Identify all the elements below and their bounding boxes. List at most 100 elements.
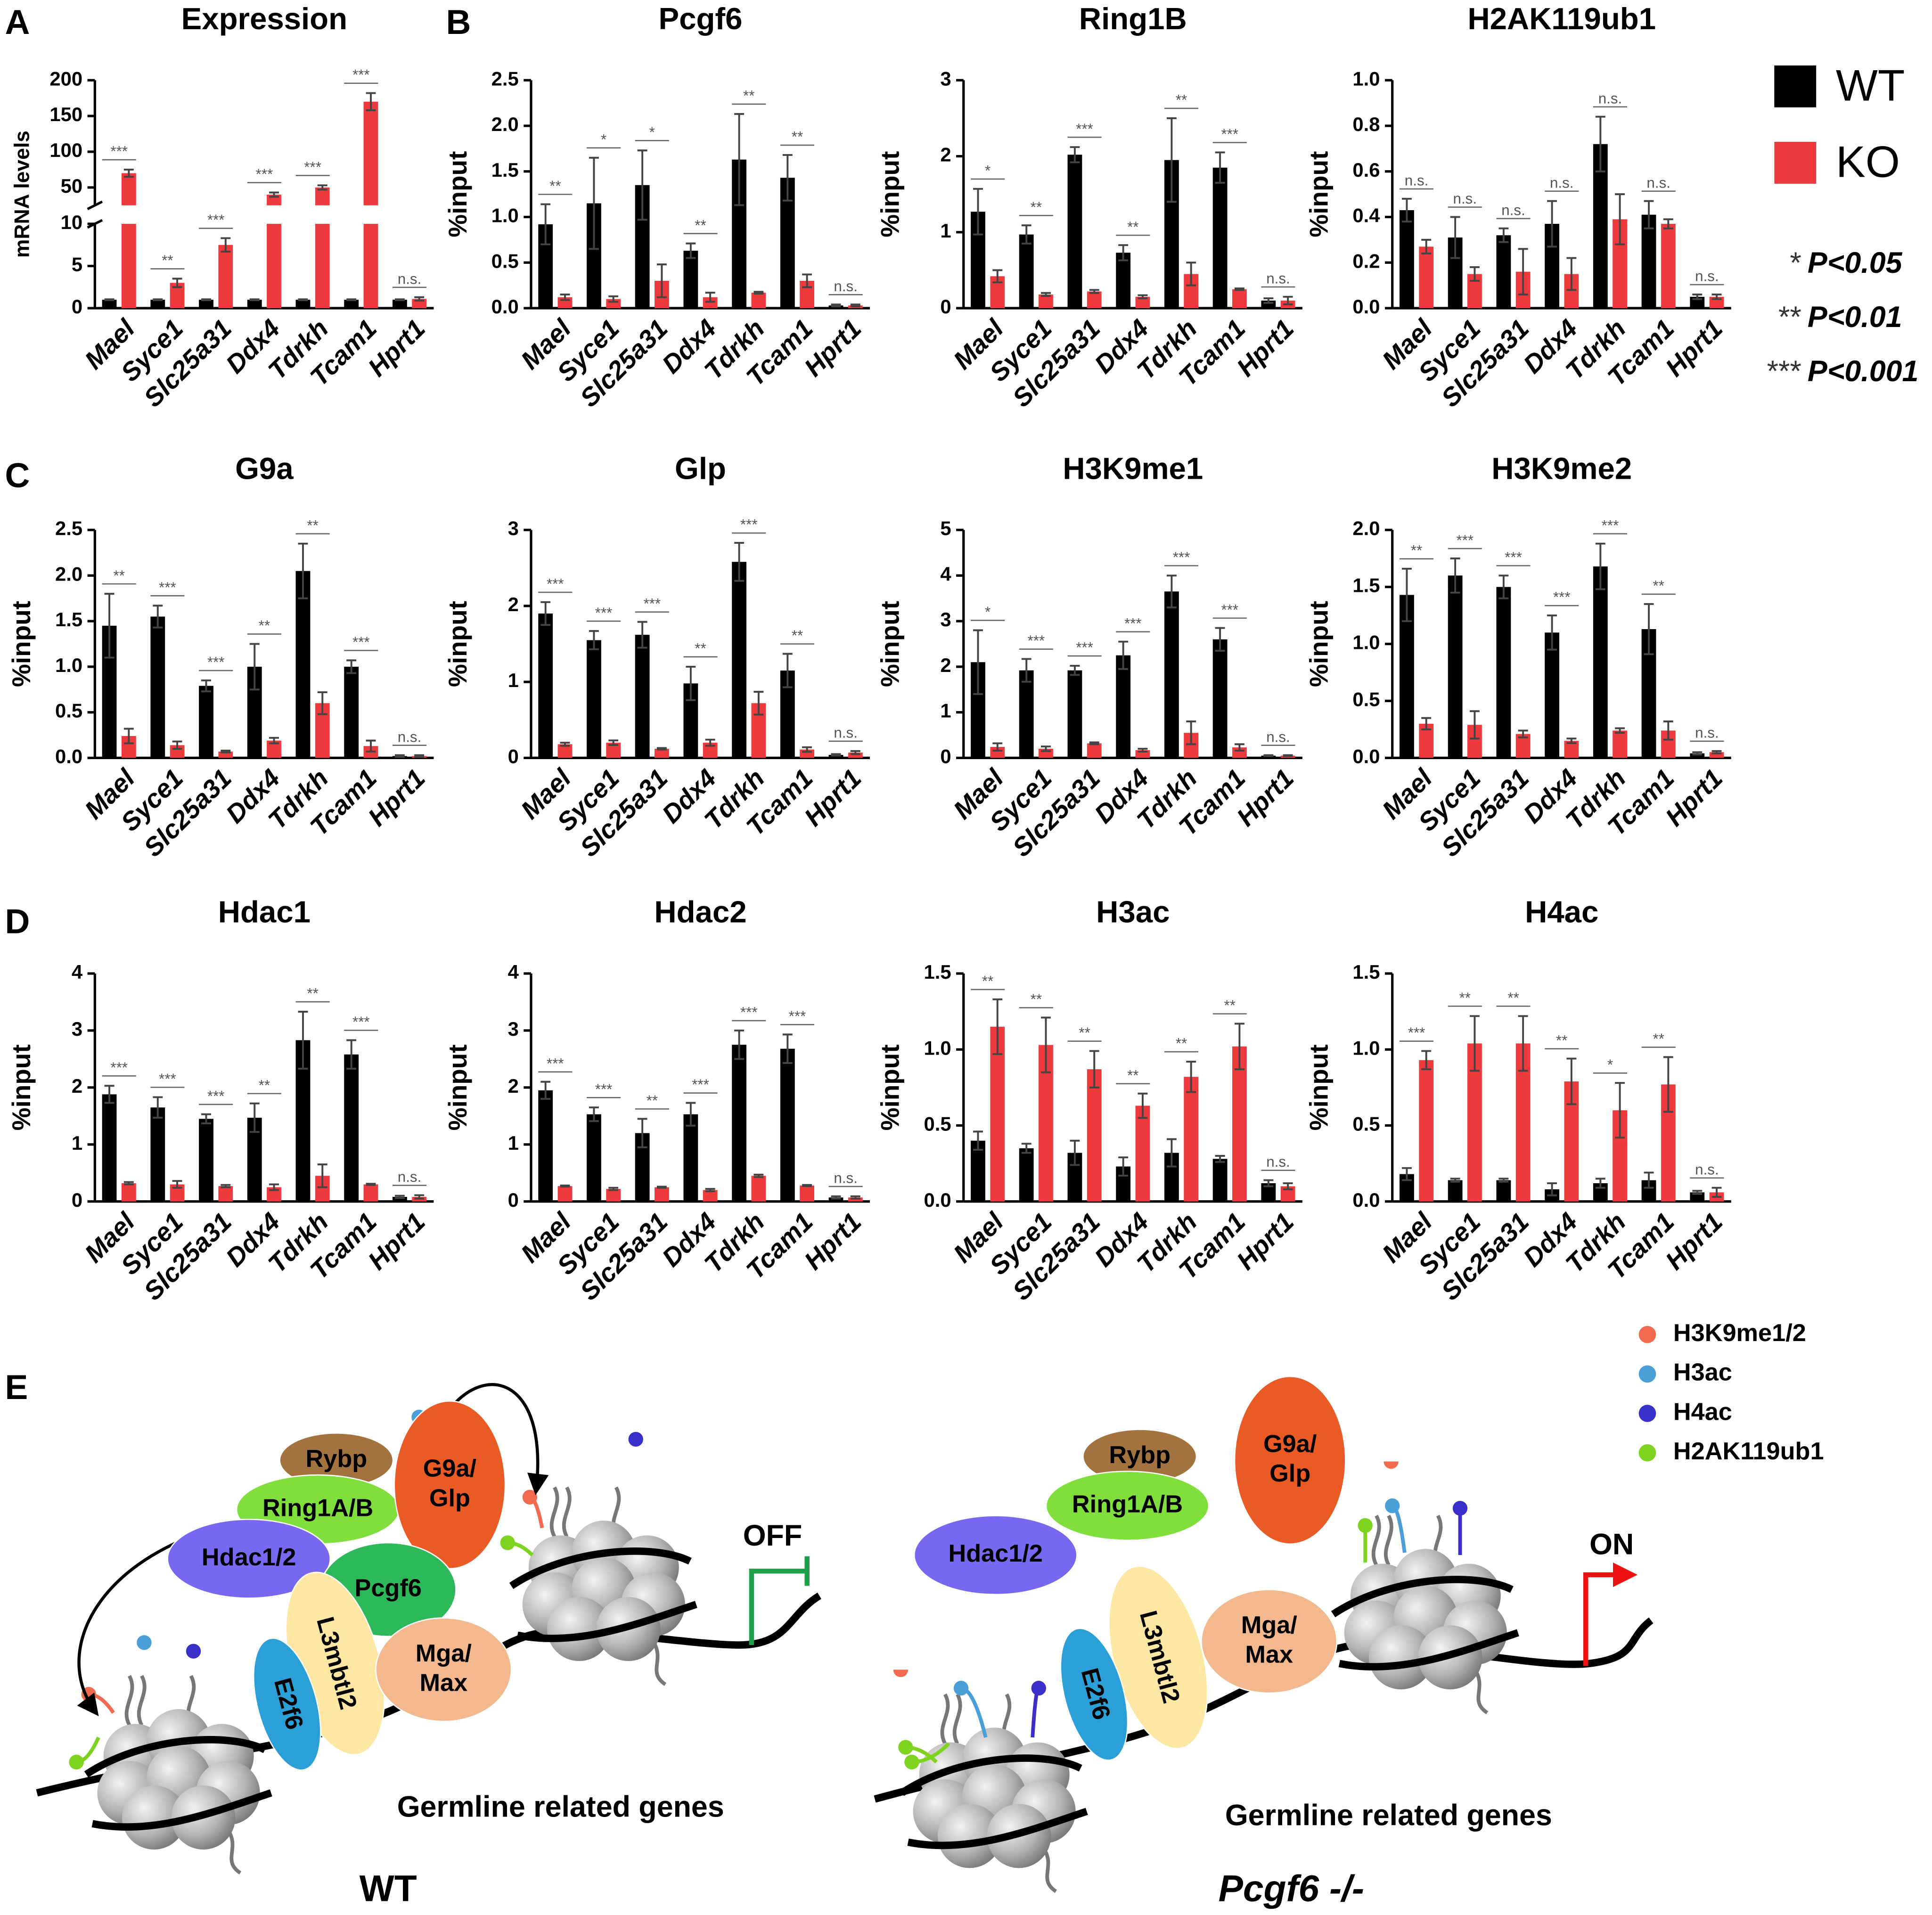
- histone: [1369, 1625, 1433, 1690]
- significance-label: n.s.: [1266, 1154, 1290, 1170]
- chart-title: Hdac2: [654, 895, 746, 929]
- significance-label: ***: [1408, 1024, 1425, 1041]
- bar: [1232, 1046, 1247, 1202]
- y-tick-label: 3: [72, 1018, 82, 1040]
- error-bar: [1041, 745, 1051, 752]
- bar: [990, 276, 1005, 309]
- chart-title: H3ac: [1096, 895, 1170, 929]
- error-bar: [298, 542, 308, 599]
- bar: [363, 101, 378, 309]
- significance-label: ***: [1553, 589, 1571, 606]
- bar: [1087, 743, 1102, 758]
- error-bar: [705, 738, 715, 747]
- protein-label-line: Max: [419, 1669, 467, 1697]
- error-bar: [782, 154, 793, 202]
- repressor: [749, 1556, 810, 1645]
- histone-tail: [952, 1693, 962, 1745]
- histone-mark: [898, 1740, 913, 1755]
- significance-label: ***: [547, 576, 564, 592]
- gene-state: OFF: [743, 1519, 802, 1552]
- bar: [1448, 237, 1463, 309]
- error-bar: [298, 1011, 308, 1070]
- bar: [557, 1186, 573, 1202]
- histone: [547, 1597, 611, 1661]
- y-axis-label: %input: [1304, 1044, 1334, 1130]
- error-bar: [1089, 741, 1099, 745]
- protein-label-line: Pcgf6: [354, 1574, 421, 1602]
- significance-label: ***: [1076, 121, 1093, 137]
- histone-tail: [549, 1486, 559, 1538]
- chart-title: H3K9me1: [1063, 451, 1203, 485]
- bar: [557, 744, 573, 758]
- error-bar: [656, 747, 667, 751]
- protein: [1045, 1471, 1210, 1541]
- error-bar: [1421, 1050, 1432, 1071]
- protein-label-line: Mga/: [1241, 1612, 1298, 1639]
- histone-tail: [1042, 1847, 1057, 1893]
- histone-tail: [651, 1640, 667, 1686]
- bar: [344, 1054, 359, 1202]
- bar: [1564, 741, 1579, 758]
- x-tick-label: Hprt1: [1660, 314, 1728, 382]
- y-tick-label: 0.5: [1352, 1113, 1380, 1135]
- error-bar: [1118, 244, 1129, 262]
- significance-label: n.s.: [398, 1169, 422, 1185]
- bar: [1496, 1180, 1511, 1202]
- error-bar: [1469, 710, 1480, 740]
- bar: [315, 1176, 330, 1202]
- legend-swatch: [1774, 142, 1817, 184]
- bar: [199, 1119, 213, 1202]
- significance-label: **: [1653, 578, 1664, 594]
- y-tick-label: 0: [72, 1189, 82, 1211]
- y-tick-label: 2.5: [491, 67, 519, 90]
- bar: [1448, 575, 1463, 758]
- y-tick-label: 100: [49, 139, 82, 161]
- significance-label: **: [307, 985, 318, 1002]
- y-tick-label: 2: [508, 593, 519, 615]
- error-bar: [201, 298, 211, 301]
- bar: [1496, 235, 1511, 309]
- error-bar: [366, 739, 376, 753]
- error-bar: [249, 298, 260, 301]
- bar: [121, 736, 136, 758]
- error-bar: [1450, 216, 1460, 259]
- y-tick-label: 4: [940, 563, 951, 585]
- significance-label: **: [307, 517, 318, 533]
- histone-tail: [960, 1686, 988, 1738]
- histone-tail: [137, 1675, 147, 1726]
- error-bar: [1644, 1171, 1654, 1189]
- histone-tail: [1384, 1514, 1393, 1566]
- error-bar: [1421, 717, 1432, 730]
- error-bar: [656, 263, 667, 298]
- y-axis-label: %input: [1304, 601, 1334, 687]
- y-axis-label: mRNA levels: [10, 131, 33, 258]
- bar: [780, 670, 795, 758]
- bar: [1641, 1180, 1656, 1202]
- error-bar: [104, 593, 115, 659]
- bar: [170, 283, 185, 309]
- bar: [218, 1186, 233, 1202]
- bar: [218, 245, 233, 309]
- y-tick-label: 3: [508, 1018, 519, 1040]
- bar: [1515, 734, 1531, 758]
- x-tick-label: Hprt1: [1231, 1207, 1299, 1275]
- error-bar: [346, 1039, 357, 1070]
- error-bar: [1711, 1187, 1722, 1198]
- bar: [1496, 587, 1511, 758]
- bar: [295, 1040, 311, 1202]
- y-tick-label: 5: [940, 517, 951, 540]
- protein-label: G9a/Glp: [1263, 1430, 1317, 1487]
- significance-label: n.s.: [834, 278, 858, 295]
- protein-label-line: G9a/: [423, 1455, 477, 1482]
- y-tick-label: 1.0: [491, 205, 519, 227]
- error-bar: [1595, 542, 1605, 590]
- y-tick-label: 3: [940, 608, 951, 630]
- bar: [295, 571, 311, 758]
- y-tick-label: 1.0: [1352, 631, 1380, 654]
- error-bar: [1215, 1155, 1225, 1163]
- error-bar: [172, 1180, 182, 1189]
- error-bar: [1469, 266, 1480, 282]
- y-tick-label: 2.0: [491, 113, 519, 135]
- protein: [375, 1617, 512, 1722]
- y-tick-label: 0.6: [1352, 159, 1380, 181]
